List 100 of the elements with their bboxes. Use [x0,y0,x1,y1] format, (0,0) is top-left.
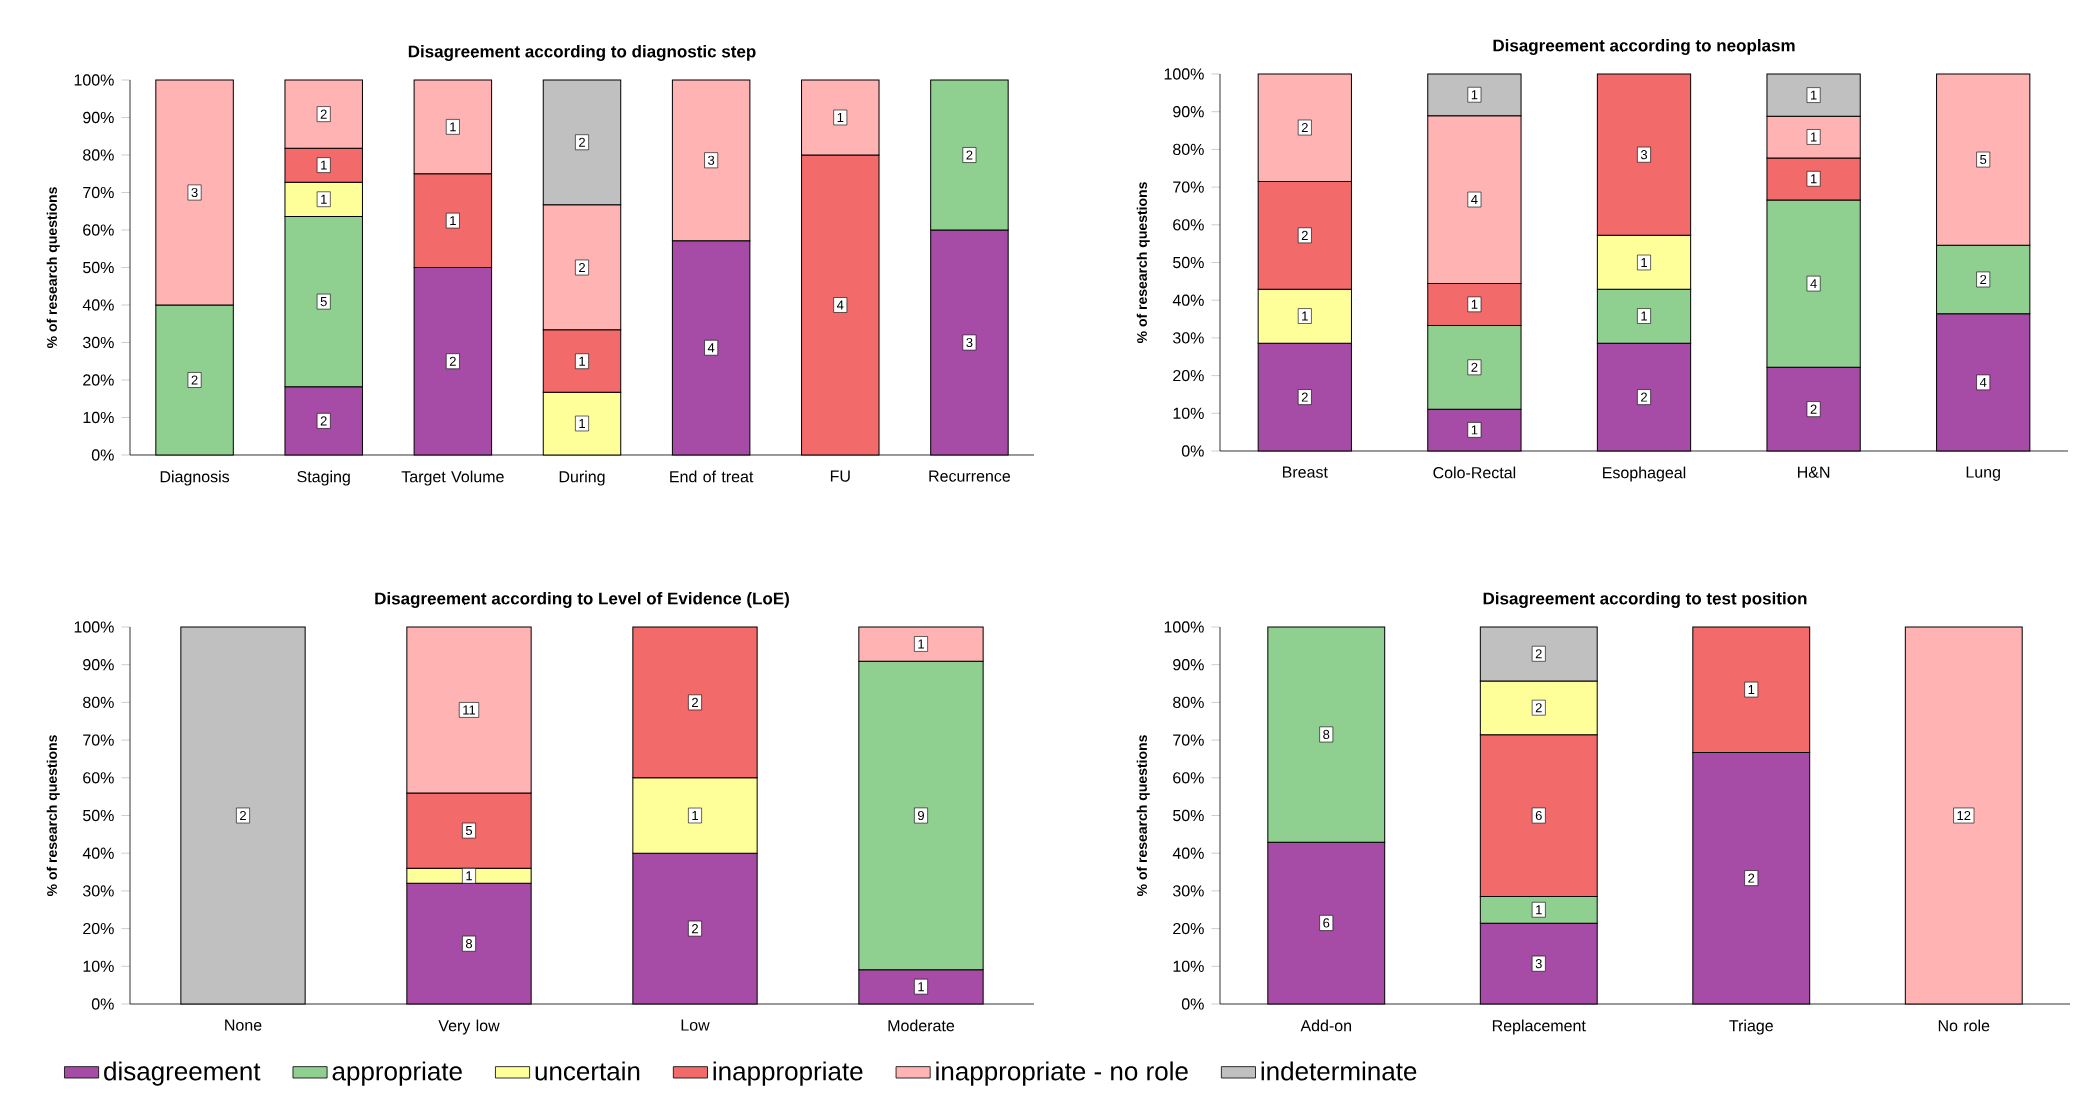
y-tick-label: 40% [82,299,114,311]
annotation: 6 [1535,810,1542,821]
y-tick-label: 100% [74,74,114,86]
annotation: 1 [1471,425,1478,435]
annotation: 1 [918,982,924,992]
annotation: 1 [1641,258,1647,267]
y-tick-label: 10% [1173,407,1204,419]
y-axis-title: % of research questions [46,187,60,349]
y-tick-label: 90% [83,659,114,671]
y-tick-label: 100% [1164,621,1204,633]
annotation: 2 [1471,362,1478,372]
annotation: 2 [692,697,698,707]
annotation: 1 [1810,132,1817,142]
annotation: 1 [450,122,456,132]
x-tick-label: Staging [297,470,350,486]
annotation: 3 [191,187,198,198]
annotation: 2 [579,137,585,147]
annotation: 4 [707,343,715,353]
annotation: 2 [320,109,327,119]
annotation: 2 [1301,392,1308,402]
y-tick-label: 60% [83,224,114,236]
annotation: 12 [1957,810,1971,821]
y-tick-label: 60% [1173,219,1204,231]
y-tick-label: 20% [1173,369,1204,382]
legend-label: appropriate [332,1061,462,1086]
legend-label: uncertain [535,1061,640,1081]
chart-title: Disagreement according to Level of Evidence (LoE) [375,592,789,608]
y-tick-label: 30% [82,885,114,897]
annotation: 1 [918,639,924,649]
annotation: 1 [1471,299,1478,309]
annotation: 1 [1748,685,1755,695]
y-tick-label: 30% [1172,885,1204,897]
y-axis-title: % of research questions [1136,182,1150,344]
y-tick-label: 80% [1173,696,1204,709]
annotation: 1 [450,216,456,226]
y-tick-label: 20% [83,374,114,386]
y-tick-label: 70% [83,186,114,199]
annotation: 2 [579,262,585,273]
annotation: 9 [917,810,924,821]
chart-title: Disagreement according to test position [1483,592,1807,608]
annotation: 2 [1301,230,1308,240]
annotation: 1 [837,113,844,122]
annotation: 1 [579,419,585,428]
y-tick-label: 0% [1181,998,1204,1010]
annotation: 3 [708,155,715,165]
x-tick-label: H&N [1798,466,1830,478]
y-tick-label: 70% [1173,181,1204,193]
annotation: 2 [240,810,246,821]
y-tick-label: 70% [83,734,114,746]
x-tick-label: Moderate [888,1019,955,1032]
y-tick-label: 0% [91,998,114,1010]
y-tick-label: 10% [1173,960,1204,972]
annotation: 1 [1810,90,1817,100]
annotation: 2 [320,416,327,426]
annotation: 1 [466,871,472,881]
annotation: 1 [579,356,585,366]
y-tick-label: 90% [1173,659,1204,671]
x-tick-label: No role [1938,1019,1990,1032]
annotation: 1 [1302,311,1308,321]
chart-title: Disagreement according to diagnostic step [408,45,756,61]
y-tick-label: 10% [83,960,114,972]
y-tick-label: 50% [83,809,114,822]
y-tick-label: 80% [83,149,114,161]
annotation: 4 [1471,195,1478,205]
annotation: 4 [836,300,844,310]
annotation: 11 [463,705,476,715]
annotation: 2 [1748,873,1755,883]
annotation: 5 [1980,155,1987,165]
annotation: 2 [1535,649,1542,659]
y-tick-label: 0% [91,449,114,461]
x-tick-label: Add-on [1300,1019,1352,1032]
y-tick-label: 60% [1173,772,1204,784]
y-tick-label: 50% [1173,256,1204,269]
annotation: 3 [1535,959,1542,969]
x-tick-label: Recurrence [929,470,1011,482]
y-tick-label: 40% [82,847,114,859]
y-tick-label: 80% [1173,143,1204,156]
y-tick-label: 0% [1181,445,1204,457]
annotation: 1 [1536,905,1542,915]
annotation: 5 [465,826,473,836]
x-tick-label: Colo-Rectal [1433,466,1516,479]
y-tick-label: 20% [1173,922,1204,935]
annotation: 2 [449,356,456,366]
annotation: 2 [1810,404,1817,414]
y-tick-label: 60% [83,772,114,784]
x-tick-label: FU [830,470,850,482]
annotation: 5 [320,297,327,307]
y-tick-label: 30% [1172,332,1204,344]
annotation: 2 [966,150,973,160]
y-tick-label: 20% [83,922,114,935]
x-tick-label: Triage [1729,1019,1773,1035]
annotation: 2 [1980,274,1987,284]
y-tick-label: 50% [1173,809,1204,822]
annotation: 1 [1641,311,1647,321]
y-tick-label: 90% [83,111,114,124]
y-tick-label: 70% [1173,734,1204,746]
x-tick-label: Target Volume [401,470,504,486]
x-tick-label: Lung [1966,466,2000,481]
x-tick-label: Diagnosis [160,470,230,486]
annotation: 2 [191,375,198,385]
